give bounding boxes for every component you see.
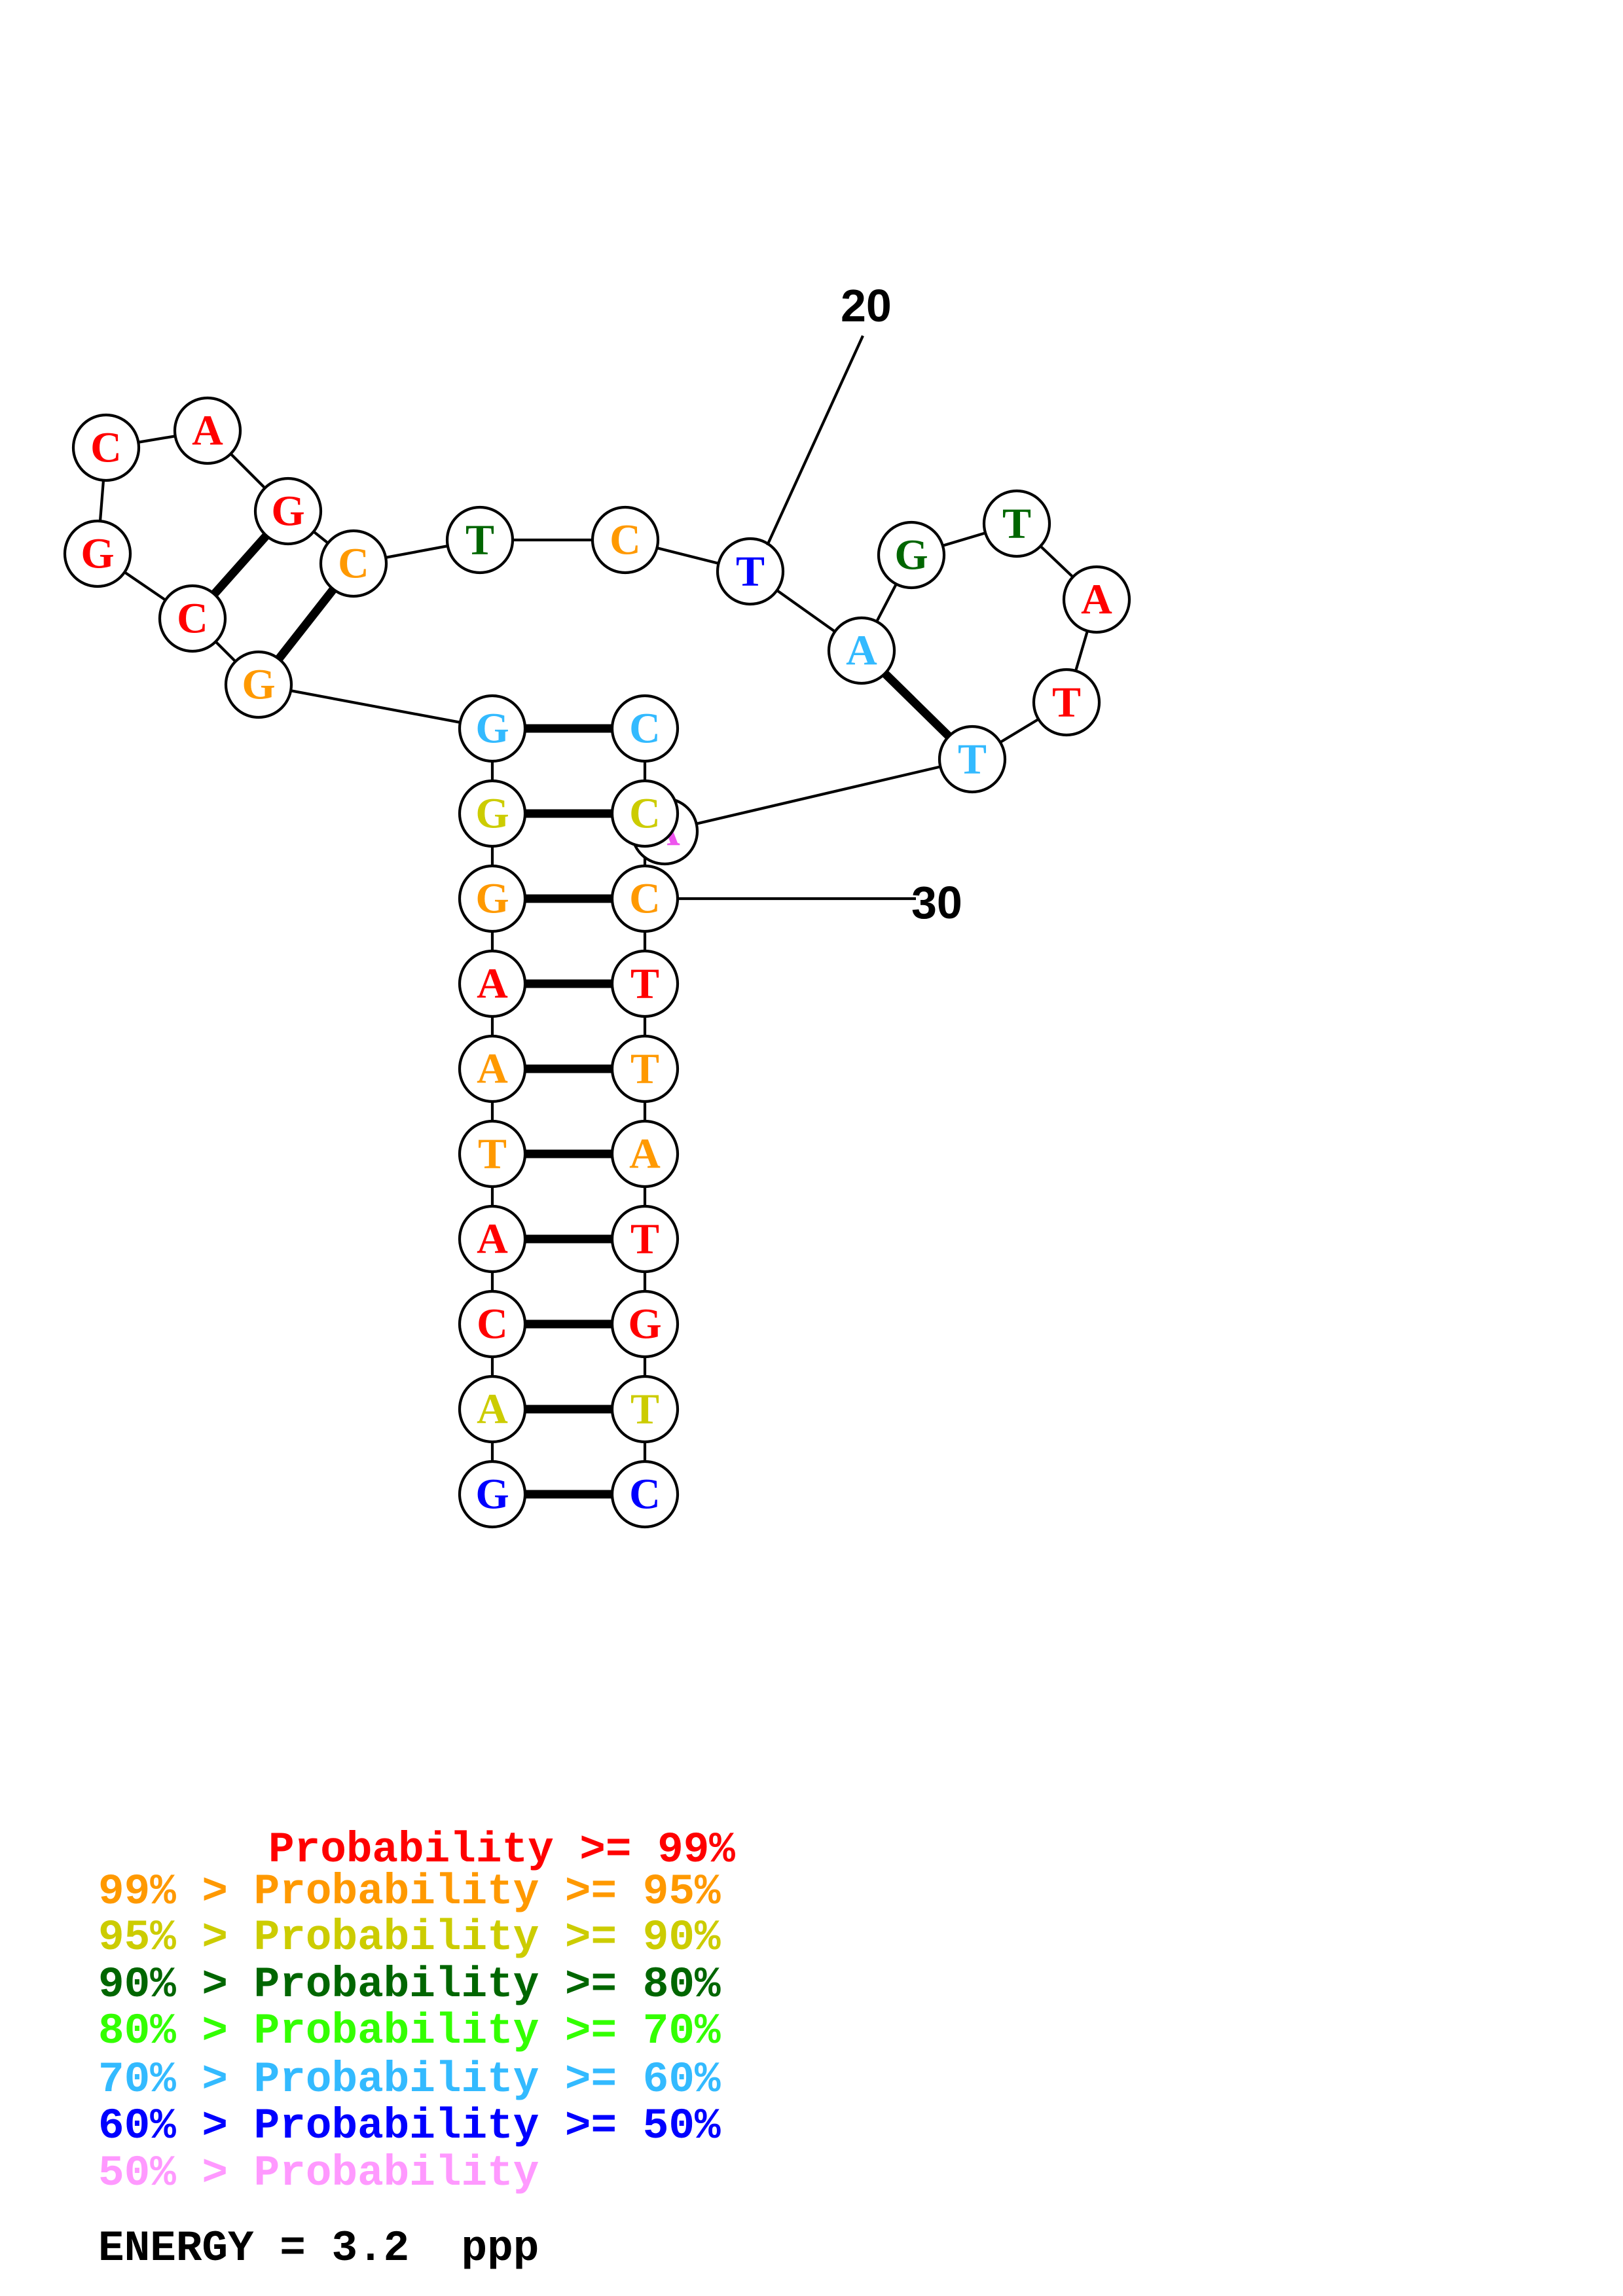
svg-text:20: 20 — [841, 280, 892, 331]
svg-text:G: G — [894, 531, 928, 579]
svg-text:C: C — [177, 595, 208, 643]
svg-text:C: C — [338, 540, 369, 588]
svg-text:T: T — [1002, 500, 1031, 548]
svg-text:C: C — [629, 790, 661, 838]
svg-text:G: G — [81, 530, 114, 578]
svg-text:T: T — [958, 736, 987, 783]
svg-text:70% > Probability >= 60%: 70% > Probability >= 60% — [98, 2055, 721, 2104]
svg-text:95% > Probability >= 90%: 95% > Probability >= 90% — [98, 1913, 721, 1962]
svg-text:99% > Probability >= 95%: 99% > Probability >= 95% — [98, 1867, 721, 1916]
svg-text:T: T — [478, 1130, 507, 1178]
svg-text:50% > Probability: 50% > Probability — [98, 2149, 539, 2198]
svg-text:C: C — [629, 875, 661, 923]
svg-text:G: G — [475, 875, 509, 923]
svg-text:C: C — [610, 516, 641, 564]
svg-text:A: A — [192, 407, 223, 455]
svg-text:90% > Probability >= 80%: 90% > Probability >= 80% — [98, 1960, 721, 2009]
svg-text:C: C — [90, 424, 122, 472]
svg-text:A: A — [1081, 576, 1112, 624]
svg-text:A: A — [477, 960, 508, 1008]
svg-text:A: A — [629, 1130, 661, 1178]
svg-text:T: T — [630, 960, 659, 1008]
svg-text:A: A — [477, 1215, 508, 1263]
svg-text:G: G — [475, 705, 509, 753]
svg-text:T: T — [1052, 679, 1081, 726]
svg-text:A: A — [477, 1045, 508, 1093]
svg-text:ENERGY = 3.2 ppp: ENERGY = 3.2 ppp — [98, 2224, 539, 2273]
svg-text:T: T — [736, 548, 765, 596]
svg-text:C: C — [629, 705, 661, 753]
svg-text:80% > Probability >= 70%: 80% > Probability >= 70% — [98, 2007, 721, 2056]
svg-text:T: T — [465, 516, 494, 564]
svg-text:C: C — [477, 1300, 508, 1348]
svg-text:G: G — [475, 790, 509, 838]
svg-text:T: T — [630, 1045, 659, 1093]
svg-text:C: C — [629, 1471, 661, 1518]
svg-text:G: G — [475, 1471, 509, 1518]
svg-text:G: G — [271, 488, 304, 535]
svg-text:30: 30 — [911, 877, 962, 928]
svg-text:G: G — [628, 1300, 661, 1348]
svg-text:60% > Probability >= 50%: 60% > Probability >= 50% — [98, 2102, 721, 2151]
svg-text:T: T — [630, 1386, 659, 1433]
svg-text:G: G — [242, 661, 275, 709]
svg-text:T: T — [630, 1215, 659, 1263]
svg-text:A: A — [477, 1386, 508, 1433]
svg-text:A: A — [846, 627, 877, 675]
